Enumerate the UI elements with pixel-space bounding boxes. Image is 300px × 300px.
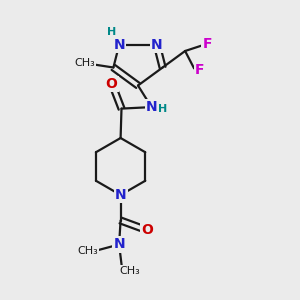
Text: F: F <box>195 63 204 77</box>
Text: O: O <box>106 77 118 91</box>
Text: O: O <box>141 223 153 236</box>
Text: CH₃: CH₃ <box>74 58 95 68</box>
Text: N: N <box>151 38 163 52</box>
Text: N: N <box>113 238 125 251</box>
Text: N: N <box>115 188 126 202</box>
Text: F: F <box>202 37 212 51</box>
Text: N: N <box>146 100 157 114</box>
Text: H: H <box>158 103 167 114</box>
Text: CH₃: CH₃ <box>119 266 140 276</box>
Text: CH₃: CH₃ <box>77 246 98 256</box>
Text: N: N <box>113 38 125 52</box>
Text: H: H <box>107 27 116 38</box>
